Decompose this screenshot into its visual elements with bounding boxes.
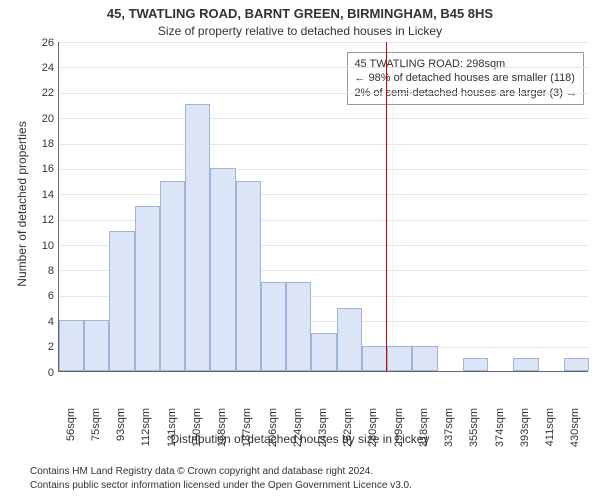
x-tick-label: 93sqm [115, 408, 127, 458]
x-tick-label: 318sqm [418, 408, 430, 458]
histogram-bar [337, 308, 362, 371]
y-tick-label: 8 [28, 265, 54, 277]
y-tick-label: 6 [28, 290, 54, 302]
y-tick-label: 14 [28, 189, 54, 201]
histogram-bar [160, 181, 185, 371]
y-tick-label: 20 [28, 113, 54, 125]
y-tick-label: 12 [28, 214, 54, 226]
histogram-bar [463, 358, 488, 371]
gridline [59, 118, 588, 119]
x-tick-label: 150sqm [191, 408, 203, 458]
histogram-bar [109, 231, 134, 371]
gridline [59, 93, 588, 94]
x-tick-label: 56sqm [65, 408, 77, 458]
x-tick-label: 411sqm [544, 408, 556, 458]
x-tick-label: 243sqm [317, 408, 329, 458]
footer-line-2: Contains public sector information licen… [30, 480, 412, 491]
y-tick-label: 16 [28, 163, 54, 175]
x-tick-label: 224sqm [292, 408, 304, 458]
histogram-bar [564, 358, 589, 371]
x-tick-label: 206sqm [267, 408, 279, 458]
property-annotation: 45 TWATLING ROAD: 298sqm ← 98% of detach… [347, 52, 584, 105]
x-tick-label: 75sqm [90, 408, 102, 458]
y-tick-label: 22 [28, 87, 54, 99]
histogram-bar [513, 358, 538, 371]
y-tick-label: 26 [28, 37, 54, 49]
histogram-bar [236, 181, 261, 371]
gridline [59, 194, 588, 195]
x-tick-label: 262sqm [342, 408, 354, 458]
y-tick-label: 18 [28, 138, 54, 150]
x-tick-label: 337sqm [443, 408, 455, 458]
histogram-bar [387, 346, 412, 371]
gridline [59, 169, 588, 170]
chart-title-line1: 45, TWATLING ROAD, BARNT GREEN, BIRMINGH… [0, 6, 600, 21]
histogram-bar [59, 320, 84, 371]
x-tick-label: 355sqm [468, 408, 480, 458]
histogram-bar [261, 282, 286, 371]
x-tick-label: 168sqm [216, 408, 228, 458]
histogram-bar [412, 346, 437, 371]
y-tick-label: 4 [28, 316, 54, 328]
x-tick-label: 430sqm [569, 408, 581, 458]
annotation-line-1: 45 TWATLING ROAD: 298sqm [354, 57, 577, 71]
x-tick-label: 131sqm [166, 408, 178, 458]
histogram-bar [135, 206, 160, 371]
chart-title-line2: Size of property relative to detached ho… [0, 24, 600, 38]
y-axis-label: Number of detached properties [15, 39, 29, 369]
histogram-bar [311, 333, 336, 371]
y-tick-label: 0 [28, 367, 54, 379]
histogram-bar [210, 168, 235, 371]
x-tick-label: 187sqm [241, 408, 253, 458]
histogram-bar [84, 320, 109, 371]
x-tick-label: 112sqm [140, 408, 152, 458]
x-tick-label: 299sqm [393, 408, 405, 458]
annotation-line-2: ← 98% of detached houses are smaller (11… [354, 71, 577, 85]
x-tick-label: 393sqm [519, 408, 531, 458]
y-tick-label: 10 [28, 240, 54, 252]
gridline [59, 67, 588, 68]
histogram-bar [362, 346, 387, 371]
x-tick-label: 374sqm [494, 408, 506, 458]
footer-line-1: Contains HM Land Registry data © Crown c… [30, 466, 373, 477]
gridline [59, 144, 588, 145]
gridline [59, 42, 588, 43]
y-tick-label: 2 [28, 341, 54, 353]
plot-area: 45 TWATLING ROAD: 298sqm ← 98% of detach… [58, 42, 588, 372]
histogram-bar [185, 104, 210, 371]
x-tick-label: 280sqm [367, 408, 379, 458]
histogram-chart: 45, TWATLING ROAD, BARNT GREEN, BIRMINGH… [0, 0, 600, 500]
reference-line [386, 42, 387, 371]
y-tick-label: 24 [28, 62, 54, 74]
histogram-bar [286, 282, 311, 371]
